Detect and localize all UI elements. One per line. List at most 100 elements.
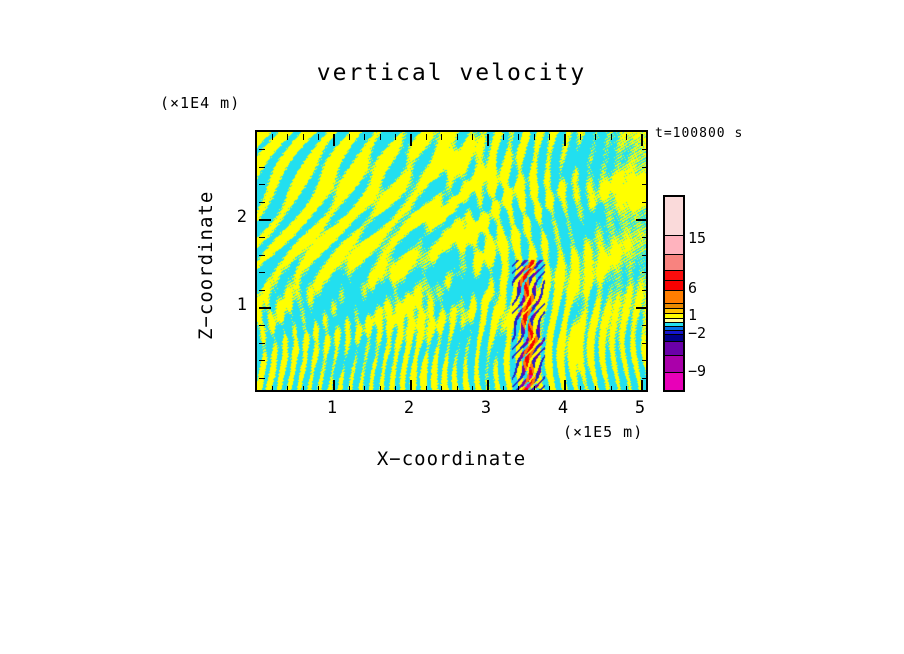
colorbar-segment bbox=[665, 270, 683, 280]
tick-mark bbox=[610, 386, 612, 392]
tick-mark bbox=[287, 386, 289, 392]
tick-mark bbox=[642, 377, 648, 379]
tick-mark bbox=[395, 134, 397, 140]
colorbar-segment bbox=[665, 290, 683, 303]
tick-mark bbox=[456, 134, 458, 140]
tick-mark bbox=[333, 134, 335, 146]
colorbar-segment bbox=[665, 322, 683, 326]
tick-mark bbox=[595, 134, 597, 140]
tick-mark bbox=[259, 201, 265, 203]
tick-mark bbox=[487, 380, 489, 392]
colorbar-segment bbox=[665, 313, 683, 318]
colorbar-segment bbox=[665, 254, 683, 270]
tick-mark bbox=[259, 307, 271, 309]
tick-mark bbox=[410, 380, 412, 392]
tick-mark bbox=[333, 380, 335, 392]
tick-mark bbox=[533, 134, 535, 140]
colorbar-segment bbox=[665, 308, 683, 313]
tick-mark bbox=[549, 134, 551, 140]
tick-mark bbox=[642, 272, 648, 274]
colorbar-segment bbox=[665, 334, 683, 341]
tick-mark bbox=[259, 166, 265, 168]
colorbar-tick-label: 15 bbox=[688, 229, 707, 247]
tick-mark bbox=[259, 289, 265, 291]
tick-mark bbox=[487, 134, 489, 146]
tick-mark bbox=[259, 342, 265, 344]
x-tick-label: 5 bbox=[634, 398, 646, 418]
tick-mark bbox=[642, 149, 648, 151]
tick-mark bbox=[533, 386, 535, 392]
tick-mark bbox=[379, 134, 381, 140]
x-tick-label: 3 bbox=[480, 398, 492, 418]
colorbar-segment bbox=[665, 341, 683, 355]
y-axis-unit-label: (×1E4 m) bbox=[160, 94, 241, 112]
contour-field-canvas bbox=[257, 132, 646, 390]
tick-mark bbox=[549, 386, 551, 392]
tick-mark bbox=[259, 184, 265, 186]
tick-mark bbox=[302, 386, 304, 392]
tick-mark bbox=[410, 134, 412, 146]
tick-mark bbox=[641, 134, 643, 146]
tick-mark bbox=[641, 380, 643, 392]
tick-mark bbox=[636, 307, 648, 309]
x-tick-label: 1 bbox=[326, 398, 338, 418]
tick-mark bbox=[318, 386, 320, 392]
tick-mark bbox=[395, 386, 397, 392]
tick-mark bbox=[564, 380, 566, 392]
tick-mark bbox=[472, 386, 474, 392]
colorbar-segment bbox=[665, 235, 683, 254]
x-axis-unit-label: (×1E5 m) bbox=[563, 423, 644, 441]
tick-mark bbox=[364, 134, 366, 140]
colorbar-segment bbox=[665, 372, 683, 390]
tick-mark bbox=[502, 386, 504, 392]
colorbar-tick-label: 1 bbox=[688, 306, 698, 324]
tick-mark bbox=[642, 360, 648, 362]
y-tick-label: 1 bbox=[236, 295, 247, 315]
tick-mark bbox=[259, 325, 265, 327]
tick-mark bbox=[441, 386, 443, 392]
tick-mark bbox=[348, 134, 350, 140]
colorbar-segment bbox=[665, 330, 683, 334]
tick-mark bbox=[579, 134, 581, 140]
tick-mark bbox=[259, 237, 265, 239]
tick-mark bbox=[642, 237, 648, 239]
tick-mark bbox=[425, 386, 427, 392]
tick-mark bbox=[642, 166, 648, 168]
tick-mark bbox=[472, 134, 474, 140]
colorbar-segment bbox=[665, 326, 683, 330]
colorbar-segment bbox=[665, 280, 683, 290]
tick-mark bbox=[642, 184, 648, 186]
tick-mark bbox=[348, 386, 350, 392]
tick-mark bbox=[271, 134, 273, 140]
tick-mark bbox=[259, 272, 265, 274]
tick-mark bbox=[259, 254, 265, 256]
tick-mark bbox=[318, 134, 320, 140]
chart-title: vertical velocity bbox=[316, 60, 587, 86]
tick-mark bbox=[595, 386, 597, 392]
colorbar-segment bbox=[665, 318, 683, 322]
y-axis-title: Z−coordinate bbox=[195, 190, 217, 340]
colorbar-tick-label: −2 bbox=[688, 324, 707, 342]
colorbar-segment bbox=[665, 197, 683, 235]
x-tick-label: 2 bbox=[403, 398, 415, 418]
tick-mark bbox=[564, 134, 566, 146]
colorbar-segment bbox=[665, 303, 683, 308]
tick-mark bbox=[287, 134, 289, 140]
tick-mark bbox=[642, 201, 648, 203]
tick-mark bbox=[636, 219, 648, 221]
tick-mark bbox=[610, 134, 612, 140]
tick-mark bbox=[456, 386, 458, 392]
tick-mark bbox=[259, 219, 271, 221]
colorbar-tick-label: −9 bbox=[688, 362, 707, 380]
y-tick-label: 2 bbox=[236, 207, 247, 227]
tick-mark bbox=[518, 134, 520, 140]
colorbar-segment bbox=[665, 355, 683, 372]
colorbar bbox=[663, 195, 685, 392]
tick-mark bbox=[626, 134, 628, 140]
tick-mark bbox=[302, 134, 304, 140]
tick-mark bbox=[441, 134, 443, 140]
x-tick-label: 4 bbox=[557, 398, 569, 418]
tick-mark bbox=[259, 149, 265, 151]
tick-mark bbox=[271, 386, 273, 392]
